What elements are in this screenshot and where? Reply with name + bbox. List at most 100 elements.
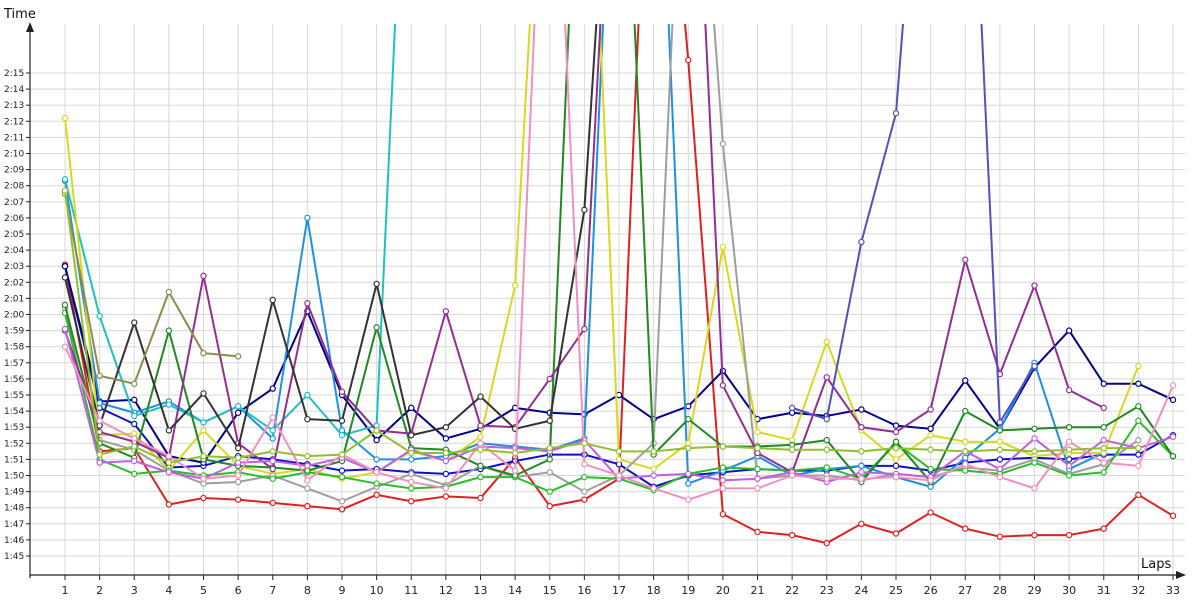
data-point xyxy=(754,428,761,436)
data-point xyxy=(892,456,900,463)
data-point xyxy=(269,427,276,434)
x-tick-label: 29 xyxy=(1028,584,1042,597)
data-point xyxy=(338,473,346,481)
data-point xyxy=(269,499,276,507)
data-point xyxy=(1031,282,1038,289)
data-point xyxy=(1169,396,1177,404)
data-point xyxy=(131,396,138,404)
data-point xyxy=(61,187,69,194)
data-point xyxy=(927,425,934,433)
data-point xyxy=(927,432,934,439)
y-tick-label: 2:11 xyxy=(4,133,24,143)
data-point xyxy=(1135,444,1142,452)
data-point xyxy=(1135,380,1142,387)
data-point xyxy=(1031,531,1038,539)
y-tick-label: 2:08 xyxy=(4,182,24,192)
data-point xyxy=(962,377,969,384)
data-point xyxy=(581,461,588,468)
y-tick-label: 1:53 xyxy=(4,423,24,433)
data-point xyxy=(234,478,242,486)
data-point xyxy=(234,444,242,452)
data-point xyxy=(442,449,450,457)
data-point xyxy=(996,419,1004,426)
data-point xyxy=(373,324,380,331)
y-tick-label: 1:48 xyxy=(4,504,24,514)
data-point xyxy=(685,480,692,487)
data-point xyxy=(131,319,138,326)
data-point xyxy=(1065,327,1073,334)
data-point xyxy=(1135,462,1142,470)
y-tick-label: 1:45 xyxy=(4,552,24,562)
y-tick-label: 1:51 xyxy=(4,455,24,465)
data-point xyxy=(892,473,900,481)
data-point xyxy=(1065,386,1073,394)
data-point xyxy=(131,470,138,478)
data-point xyxy=(858,469,865,476)
data-point xyxy=(338,467,346,474)
y-tick-label: 2:01 xyxy=(4,294,24,304)
data-point xyxy=(200,272,207,280)
data-point xyxy=(61,263,69,270)
data-point xyxy=(200,419,207,426)
data-point xyxy=(754,485,761,492)
series-line xyxy=(791,24,1036,424)
data-point xyxy=(962,454,969,461)
data-point xyxy=(719,243,727,251)
series-6 xyxy=(61,24,1142,482)
y-tick-label: 1:52 xyxy=(4,439,24,449)
data-point xyxy=(234,409,242,416)
x-tick-label: 5 xyxy=(200,584,207,597)
y-tick-label: 2:02 xyxy=(4,278,24,288)
data-point xyxy=(719,140,727,148)
data-point xyxy=(858,520,865,528)
data-point xyxy=(546,502,553,510)
x-tick-label: 6 xyxy=(235,584,242,597)
data-point xyxy=(477,433,484,441)
data-point xyxy=(1169,452,1177,460)
data-point xyxy=(96,312,103,320)
data-point xyxy=(996,446,1004,453)
data-point xyxy=(1135,403,1142,410)
x-tick-label: 18 xyxy=(647,584,661,597)
data-point xyxy=(408,470,415,478)
x-tick-label: 27 xyxy=(958,584,972,597)
data-point xyxy=(927,446,934,453)
data-point xyxy=(1100,459,1107,466)
data-point xyxy=(338,388,346,395)
data-point xyxy=(200,349,207,357)
data-point xyxy=(615,472,623,479)
data-point xyxy=(96,372,103,379)
data-point xyxy=(511,449,519,457)
data-point xyxy=(131,412,138,420)
data-point xyxy=(304,485,311,492)
data-point xyxy=(546,469,553,476)
data-point xyxy=(408,478,415,486)
x-tick-label: 32 xyxy=(1131,584,1145,597)
data-point xyxy=(858,462,865,470)
y-tick-label: 1:59 xyxy=(4,327,24,337)
data-point xyxy=(269,435,276,442)
data-point xyxy=(234,353,242,360)
data-point xyxy=(165,501,173,508)
x-axis-label: Laps xyxy=(1141,557,1171,572)
data-point xyxy=(1169,433,1177,441)
y-tick-label: 1:46 xyxy=(4,536,24,546)
data-point xyxy=(996,473,1004,481)
data-point xyxy=(1169,512,1177,519)
data-point xyxy=(927,509,934,516)
data-point xyxy=(823,338,830,346)
data-point xyxy=(892,422,900,429)
data-point xyxy=(1065,446,1073,453)
data-point xyxy=(962,438,969,445)
data-point xyxy=(685,444,692,452)
data-point xyxy=(823,446,830,453)
data-point xyxy=(581,496,588,503)
data-point xyxy=(1100,380,1107,387)
data-point xyxy=(234,403,242,410)
data-point xyxy=(685,470,692,478)
data-point xyxy=(234,454,242,461)
data-point xyxy=(61,343,69,350)
data-point xyxy=(234,472,242,479)
data-point xyxy=(823,464,830,471)
data-point xyxy=(962,448,969,455)
